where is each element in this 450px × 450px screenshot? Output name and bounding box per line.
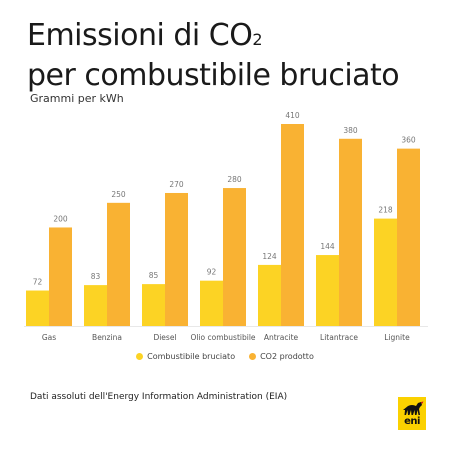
data-label-combustibile-bruciato-benzina: 83 — [91, 272, 101, 281]
chart-legend: Combustibile bruciato CO2 prodotto — [0, 352, 450, 361]
x-tick-label-lignite: Lignite — [384, 333, 410, 342]
legend-item-co2: CO2 prodotto — [249, 352, 314, 361]
legend-label-co2: CO2 prodotto — [260, 352, 314, 361]
bar-combustibile-bruciato-lignite — [374, 218, 397, 326]
data-label-combustibile-bruciato-antracite: 124 — [262, 252, 277, 261]
x-tick-label-benzina: Benzina — [92, 333, 122, 342]
title-line-2: per combustibile bruciato — [27, 58, 400, 93]
data-label-combustibile-bruciato-lignite: 218 — [378, 206, 393, 215]
bar-co2-prodotto-benzina — [107, 202, 130, 326]
data-label-co2-prodotto-gas: 200 — [53, 214, 68, 223]
bar-combustibile-bruciato-olio-combustibile — [200, 280, 223, 326]
x-tick-label-gas: Gas — [42, 333, 56, 342]
title-subscript: 2 — [252, 30, 263, 49]
data-label-co2-prodotto-olio-combustibile: 280 — [227, 175, 242, 184]
chart-subtitle: Grammi per kWh — [30, 92, 124, 105]
legend-swatch-combustibile — [136, 353, 144, 360]
six-legged-dog-icon — [403, 401, 424, 415]
eni-logo: eni — [398, 397, 426, 430]
bar-co2-prodotto-litantrace — [339, 138, 362, 326]
data-label-co2-prodotto-litantrace: 380 — [343, 126, 358, 135]
data-label-co2-prodotto-diesel: 270 — [169, 180, 184, 189]
bar-co2-prodotto-gas — [49, 227, 72, 326]
bar-co2-prodotto-lignite — [397, 148, 420, 326]
bar-combustibile-bruciato-litantrace — [316, 255, 339, 326]
chart-title: Emissioni di CO2 per combustibile brucia… — [27, 18, 400, 94]
logo-text: eni — [404, 416, 420, 427]
x-tick-label-diesel: Diesel — [153, 333, 176, 342]
legend-swatch-co2 — [249, 353, 257, 360]
data-label-combustibile-bruciato-diesel: 85 — [149, 271, 159, 280]
bar-co2-prodotto-olio-combustibile — [223, 188, 246, 326]
x-tick-label-litantrace: Litantrace — [320, 333, 358, 342]
legend-label-combustibile: Combustibile bruciato — [147, 352, 236, 361]
data-label-co2-prodotto-lignite: 360 — [401, 136, 416, 145]
bar-combustibile-bruciato-gas — [26, 290, 49, 326]
bar-combustibile-bruciato-benzina — [84, 285, 107, 326]
data-label-combustibile-bruciato-gas: 72 — [33, 278, 43, 287]
data-label-combustibile-bruciato-litantrace: 144 — [320, 242, 335, 251]
x-tick-label-olio-combustibile: Olio combustibile — [190, 333, 255, 342]
data-label-co2-prodotto-benzina: 250 — [111, 190, 126, 199]
data-label-co2-prodotto-antracite: 410 — [285, 111, 300, 120]
data-label-combustibile-bruciato-olio-combustibile: 92 — [207, 268, 217, 277]
bar-co2-prodotto-antracite — [281, 124, 304, 326]
bar-combustibile-bruciato-diesel — [142, 284, 165, 326]
x-tick-label-antracite: Antracite — [264, 333, 299, 342]
title-line-1: Emissioni di CO2 — [27, 18, 263, 53]
legend-item-combustibile: Combustibile bruciato — [136, 352, 235, 361]
bar-chart: 72 200 Gas 83 250 Benzina 85 270 Diesel 92 280 Olio… — [24, 111, 428, 342]
bar-combustibile-bruciato-antracite — [258, 264, 281, 326]
bar-co2-prodotto-diesel — [165, 192, 188, 326]
source-note: Dati assoluti dell'Energy Information Ad… — [30, 392, 288, 402]
